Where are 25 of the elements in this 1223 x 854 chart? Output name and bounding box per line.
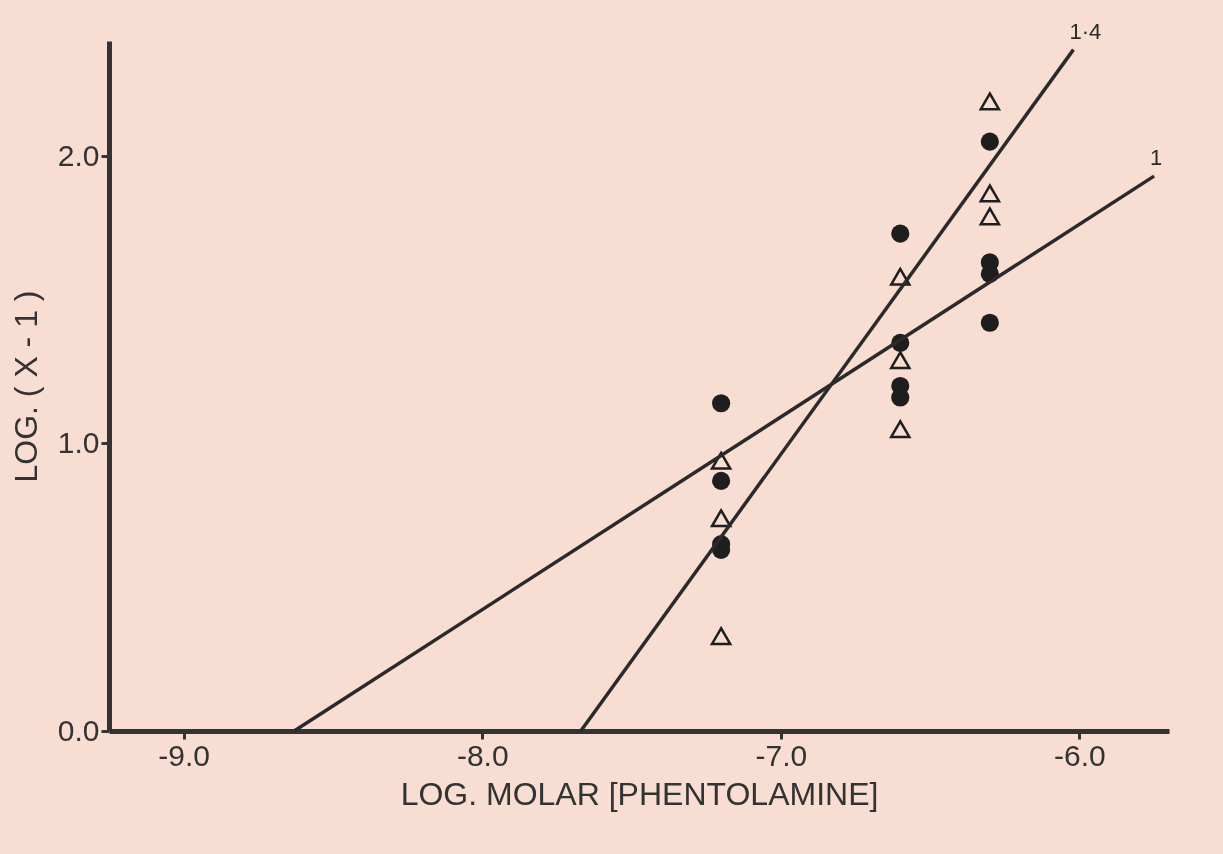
series-label: 1 [1150, 145, 1163, 171]
point [980, 313, 999, 332]
point [891, 224, 910, 243]
point [979, 207, 1001, 226]
point [712, 471, 731, 490]
x-tick-label: -9.0 [158, 738, 210, 772]
point [710, 627, 732, 646]
point [980, 132, 999, 151]
x-tick-label: -6.0 [1054, 738, 1106, 772]
point [889, 267, 911, 286]
point [889, 420, 911, 439]
y-axis-title: LOG. ( X - 1 ) [7, 290, 44, 483]
point [889, 351, 911, 370]
x-tick-label: -7.0 [755, 738, 808, 772]
y-tick-label: 0.0 [57, 713, 100, 747]
x-axis-title: LOG. MOLAR [PHENTOLAMINE] [400, 775, 879, 812]
point [979, 92, 1001, 111]
point [979, 184, 1001, 203]
y-tick-label: 2.0 [57, 138, 100, 172]
point [710, 451, 732, 470]
series-label: 1·4 [1069, 18, 1102, 44]
x-tick-label: -8.0 [456, 738, 509, 772]
point [712, 394, 731, 413]
y-tick-label: 1.0 [57, 426, 100, 459]
point [710, 509, 732, 528]
